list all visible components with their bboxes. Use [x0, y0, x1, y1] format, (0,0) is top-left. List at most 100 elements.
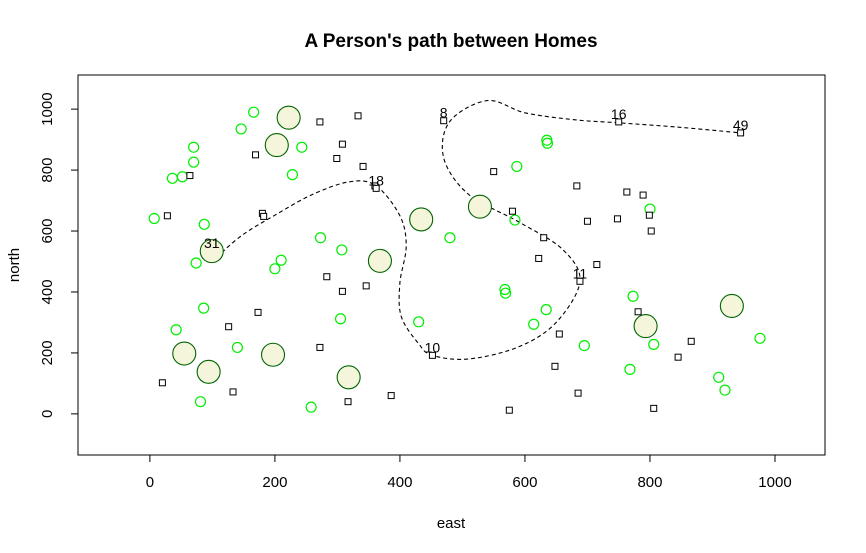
- small-circle-point: [269, 263, 281, 275]
- home-point: [316, 118, 324, 126]
- small-circle-point: [754, 332, 766, 344]
- small-circle-point: [413, 316, 425, 328]
- small-circle-point: [624, 363, 636, 375]
- home-point: [551, 362, 559, 370]
- large-circle-point: [336, 365, 361, 390]
- y-tick-label: 200: [39, 340, 56, 365]
- home-point: [490, 168, 498, 176]
- home-point: [344, 398, 352, 406]
- small-circle-point: [499, 283, 511, 296]
- small-circle-point: [627, 290, 639, 302]
- home-label: 8: [440, 105, 448, 121]
- home-point: [316, 343, 324, 351]
- x-tick-label: 200: [262, 474, 287, 491]
- home-point: [647, 227, 655, 235]
- home-point: [440, 117, 448, 125]
- home-point: [333, 154, 341, 162]
- small-circle-point: [296, 141, 308, 153]
- small-circle-point: [336, 244, 348, 256]
- x-tick-label: 400: [387, 474, 412, 491]
- small-circle-point: [511, 160, 523, 173]
- home-point: [338, 287, 346, 295]
- home-point: [338, 140, 346, 148]
- home-point: [428, 351, 436, 359]
- large-circle-point: [172, 341, 197, 366]
- small-circle-point: [509, 214, 521, 226]
- small-circle-point: [194, 396, 207, 408]
- home-point: [254, 308, 262, 316]
- home-point: [583, 217, 591, 225]
- home-point: [229, 388, 237, 396]
- x-tick-label: 1000: [758, 474, 791, 491]
- small-circle-point: [198, 218, 210, 230]
- home-label: 10: [425, 339, 441, 355]
- home-label: 16: [611, 106, 627, 122]
- large-circle-point: [409, 207, 434, 232]
- home-point: [508, 207, 516, 215]
- home-point: [225, 323, 233, 331]
- small-circle-point: [275, 254, 287, 266]
- home-point: [645, 211, 653, 219]
- home-point: [674, 353, 682, 361]
- home-point: [387, 392, 395, 400]
- person-path: [221, 100, 741, 360]
- x-tick-label: 800: [637, 474, 662, 491]
- small-circle-point: [578, 340, 590, 352]
- home-point: [540, 234, 548, 242]
- small-circle-point: [170, 324, 182, 336]
- large-circle-point: [199, 239, 224, 264]
- home-label: 18: [368, 172, 384, 188]
- home-point: [634, 308, 642, 316]
- home-point: [354, 112, 362, 120]
- small-circle-point: [198, 302, 210, 314]
- small-circle-point: [176, 171, 188, 183]
- home-point: [573, 182, 581, 190]
- home-point: [163, 212, 171, 220]
- home-point: [535, 254, 543, 262]
- chart-title: A Person's path between Homes: [304, 31, 597, 52]
- small-circle-point: [190, 257, 202, 269]
- home-point: [615, 118, 623, 126]
- small-circle-point: [540, 304, 552, 316]
- small-circle-point: [235, 123, 247, 135]
- home-point: [687, 337, 695, 345]
- home-point: [505, 406, 513, 414]
- y-tick-label: 800: [39, 158, 56, 183]
- home-point: [252, 151, 260, 159]
- home-label: 11: [573, 265, 588, 281]
- y-tick-label: 600: [39, 219, 56, 244]
- large-circle-point: [367, 248, 392, 273]
- small-circle-point: [719, 384, 731, 396]
- home-point: [576, 277, 584, 285]
- home-point: [650, 404, 658, 412]
- small-circle-point: [314, 232, 327, 244]
- home-label: 49: [733, 117, 749, 133]
- home-point: [323, 273, 331, 281]
- small-circle-point: [444, 232, 456, 244]
- y-tick-label: 400: [39, 279, 56, 304]
- home-point: [613, 215, 621, 223]
- small-circle-point: [148, 212, 160, 225]
- large-circle-point: [719, 293, 744, 319]
- home-point: [359, 162, 367, 170]
- y-tick-label: 0: [39, 410, 56, 418]
- y-axis-label: north: [6, 248, 23, 282]
- x-axis-label: east: [437, 515, 466, 532]
- small-circle-point: [231, 341, 244, 354]
- large-circle-point: [467, 194, 492, 219]
- small-circle-point: [528, 318, 540, 330]
- home-label: 31: [204, 235, 220, 251]
- small-circle-point: [499, 287, 512, 299]
- small-circle-point: [286, 169, 299, 181]
- small-circle-point: [166, 172, 178, 184]
- home-point: [574, 389, 582, 397]
- large-circle-point: [264, 133, 289, 158]
- small-circle-point: [713, 371, 725, 383]
- y-tick-label: 1000: [39, 92, 56, 125]
- small-circle-point: [648, 338, 660, 350]
- home-point: [623, 188, 631, 196]
- home-point: [158, 379, 166, 387]
- small-circle-point: [334, 313, 347, 325]
- large-circle-point: [276, 105, 301, 130]
